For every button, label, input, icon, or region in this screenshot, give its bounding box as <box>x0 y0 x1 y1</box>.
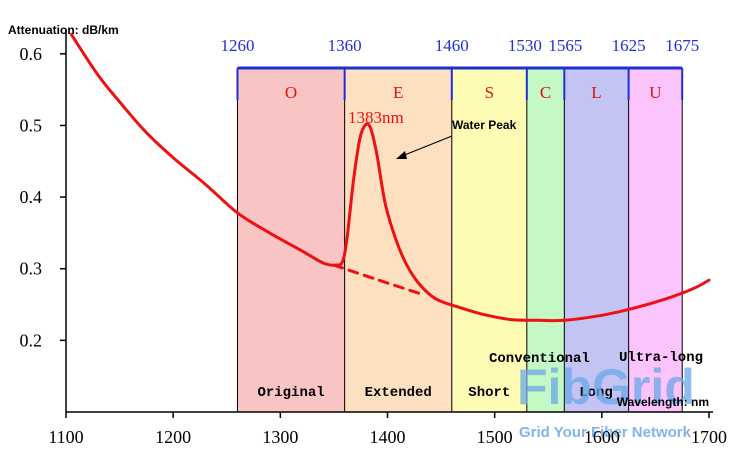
x-axis-label: Wavelength: nm <box>617 395 709 409</box>
boundary-label-1360: 1360 <box>328 36 362 55</box>
water-peak-arrow <box>401 135 453 157</box>
boundary-label-1530: 1530 <box>508 36 542 55</box>
annotations: Attenuation: dB/km Wavelength: nm 1383nm… <box>8 23 709 409</box>
x-tick-label-1200: 1200 <box>155 427 191 447</box>
series-layer <box>69 33 711 323</box>
band-name-s: Short <box>468 385 510 401</box>
band-letter-l: L <box>591 83 601 102</box>
x-tick-label-1400: 1400 <box>370 427 406 447</box>
band-letter-e: E <box>393 83 403 102</box>
band-name-c: Conventional <box>489 351 590 367</box>
boundary-label-1625: 1625 <box>612 36 646 55</box>
boundary-label-1460: 1460 <box>435 36 469 55</box>
band-name-e: Extended <box>365 385 432 401</box>
band-e-fill <box>344 68 452 412</box>
band-o-fill <box>237 68 345 412</box>
band-u-fill <box>628 68 683 412</box>
water-peak-arrowhead <box>396 151 407 159</box>
x-tick-label-1500: 1500 <box>477 427 513 447</box>
y-axis-label: Attenuation: dB/km <box>8 23 119 37</box>
band-letter-c: C <box>540 83 551 102</box>
watermark-brand: FibGrid <box>517 359 695 415</box>
band-name-l: Long <box>579 385 613 401</box>
y-tick-label-0.6: 0.6 <box>20 44 43 64</box>
y-tick-label-0.4: 0.4 <box>20 187 43 207</box>
band-name-u: Ultra-long <box>619 350 703 366</box>
attenuation-curve <box>69 33 711 323</box>
band-letter-o: O <box>285 83 297 102</box>
band-c-fill <box>526 68 565 412</box>
x-tick-label-1600: 1600 <box>584 427 620 447</box>
y-tick-label-0.5: 0.5 <box>20 115 43 135</box>
boundary-label-1260: 1260 <box>220 36 254 55</box>
bands-layer: O E S C L U 1260 1360 1460 1530 1565 1625 1675 Origin… <box>220 36 703 412</box>
boundary-label-1565: 1565 <box>548 36 582 55</box>
x-tick-label-1300: 1300 <box>262 427 298 447</box>
y-tick-label-0.3: 0.3 <box>20 259 43 279</box>
attenuation-dashed-baseline <box>332 263 427 297</box>
y-tick-label-0.2: 0.2 <box>20 330 43 350</box>
band-l-fill <box>564 68 629 412</box>
boundary-label-1675: 1675 <box>665 36 699 55</box>
band-letter-s: S <box>485 83 494 102</box>
band-name-o: Original <box>257 385 324 401</box>
water-peak-label: Water Peak <box>452 118 517 132</box>
x-tick-label-1100: 1100 <box>48 427 83 447</box>
watermark: FibGrid Grid Your Fiber Network <box>517 359 695 441</box>
band-letter-u: U <box>649 83 661 102</box>
watermark-tagline: Grid Your Fiber Network <box>519 424 692 441</box>
band-s-fill <box>451 68 527 412</box>
axes: 1100 1200 1300 1400 1500 1600 1700 0.2 0.3 0.4 0.5… <box>20 30 727 447</box>
x-tick-label-1700: 1700 <box>691 427 727 447</box>
peak-wavelength-label: 1383nm <box>348 108 404 127</box>
